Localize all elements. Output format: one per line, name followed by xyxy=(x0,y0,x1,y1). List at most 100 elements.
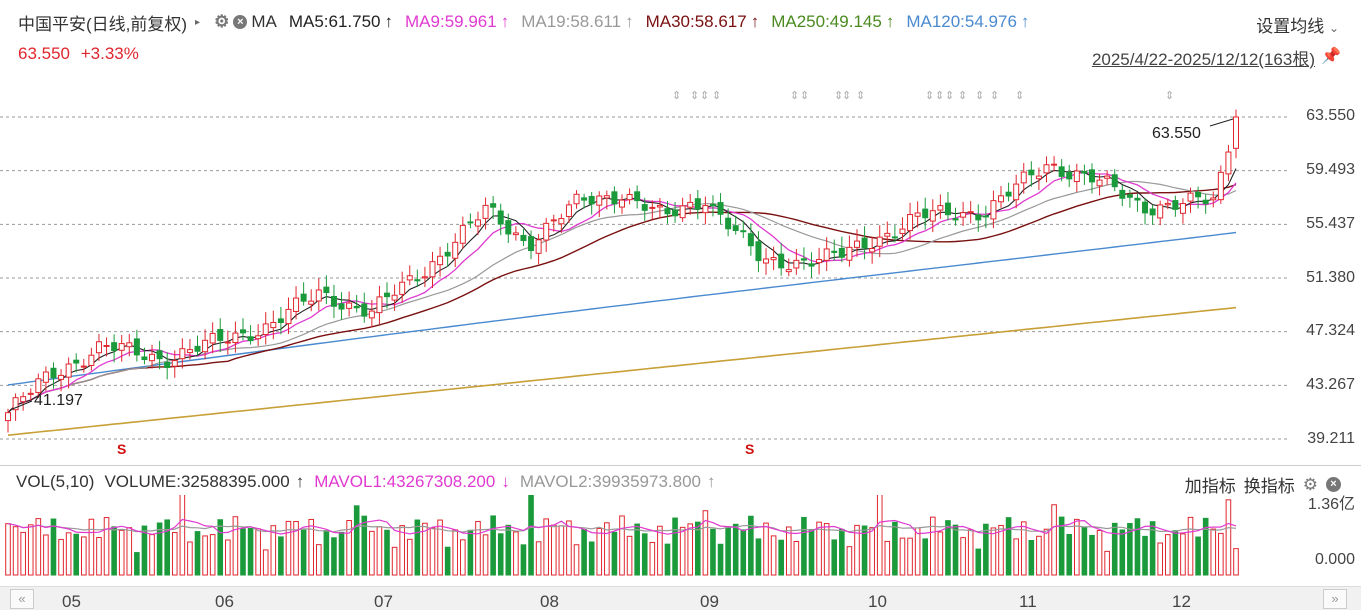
volume-axis-top: 1.36亿 xyxy=(1307,496,1355,513)
candle-body xyxy=(823,248,830,261)
volume-value: VOLUME:32588395.000 xyxy=(104,472,290,491)
up-arrow-icon: ↑ xyxy=(885,12,895,31)
volume-bar xyxy=(899,537,906,576)
volume-bar xyxy=(452,529,459,576)
candle-body xyxy=(740,230,747,233)
candle-body xyxy=(27,392,34,395)
set-ma-button[interactable]: 设置均线 ⌄ xyxy=(1256,12,1339,37)
volume-bar xyxy=(634,523,640,576)
candle-body xyxy=(558,218,565,225)
volume-axis-bottom: 0.000 xyxy=(1314,551,1355,568)
candle-body xyxy=(414,279,421,282)
candle-body xyxy=(672,209,679,217)
low-pointer xyxy=(9,400,33,411)
add-indicator-button[interactable]: 加指标 xyxy=(1184,477,1236,496)
candle-body xyxy=(907,214,914,232)
pin-icon[interactable]: 📌 xyxy=(1321,48,1341,65)
caret-right-icon[interactable]: ▸ xyxy=(195,16,201,28)
volume-bar xyxy=(611,531,618,576)
volume-bar xyxy=(118,529,125,576)
up-arrow-icon: ↑ xyxy=(384,12,394,31)
candle-body xyxy=(149,353,156,362)
volume-bar xyxy=(225,539,231,576)
candle-body xyxy=(95,341,102,354)
gear-icon[interactable]: ⚙ xyxy=(1302,474,1318,494)
candle-body xyxy=(232,332,239,344)
candle-body xyxy=(800,258,807,261)
candle-body xyxy=(1013,183,1020,201)
scroll-left-button[interactable]: « xyxy=(10,589,34,609)
event-marker: ⇕ xyxy=(1165,90,1174,102)
candle-body xyxy=(998,195,1005,203)
volume-bar xyxy=(907,537,913,576)
high-label: 63.550 xyxy=(1152,125,1201,142)
volume-bar xyxy=(717,543,724,576)
volume-bar xyxy=(308,518,315,576)
candle-body xyxy=(1119,189,1126,199)
candle-body xyxy=(459,224,466,244)
volume-bar xyxy=(831,539,838,576)
candle-body xyxy=(550,219,557,222)
gear-icon[interactable]: ⚙ xyxy=(214,12,230,31)
volume-bar xyxy=(641,533,648,576)
candle-body xyxy=(505,220,512,235)
candle-body xyxy=(88,354,95,366)
candle-body xyxy=(1073,170,1080,183)
candle-body xyxy=(58,374,65,380)
candle-body xyxy=(239,329,246,334)
scroll-right-button[interactable]: » xyxy=(1323,589,1347,609)
candle-body xyxy=(50,367,57,379)
candle-body xyxy=(1195,191,1202,198)
candle-body xyxy=(164,361,171,369)
volume-bar xyxy=(475,521,481,576)
candle-body xyxy=(300,293,307,302)
volume-bar xyxy=(679,526,686,576)
volume-bar xyxy=(785,526,792,576)
candle-body xyxy=(35,378,42,393)
event-marker: ⇕ xyxy=(990,90,999,102)
volume-bar xyxy=(702,510,709,576)
volume-bar xyxy=(482,534,489,576)
close-icon[interactable]: × xyxy=(1326,477,1341,492)
volume-bar xyxy=(528,495,534,576)
volume-bar xyxy=(1180,533,1186,576)
volume-bar xyxy=(422,522,428,576)
volume-bar xyxy=(1036,535,1042,576)
volume-bar xyxy=(1218,532,1224,576)
volume-chart[interactable] xyxy=(0,495,1290,585)
candle-body xyxy=(687,201,694,208)
volume-bar xyxy=(543,518,549,576)
volume-bar xyxy=(346,520,352,576)
volume-bar xyxy=(414,519,421,576)
chevron-down-icon: ⌄ xyxy=(1328,21,1339,35)
candle-body xyxy=(831,250,838,253)
volume-bar xyxy=(1172,530,1179,576)
switch-indicator-button[interactable]: 换指标 xyxy=(1243,477,1295,496)
volume-bar xyxy=(460,539,466,576)
volume-bar xyxy=(535,541,542,576)
candle-body xyxy=(467,221,474,224)
volume-bar xyxy=(695,521,701,576)
candle-body xyxy=(1020,171,1027,184)
candle-body xyxy=(1126,194,1133,198)
volume-bar xyxy=(65,532,72,576)
volume-bar xyxy=(247,527,254,576)
down-arrow-icon: ↓ xyxy=(501,472,510,491)
volume-bar xyxy=(179,495,186,576)
volume-bar xyxy=(975,548,982,576)
time-scrollbar[interactable]: « » xyxy=(0,586,1361,610)
volume-bar xyxy=(164,519,170,576)
candle-body xyxy=(391,294,398,301)
date-range[interactable]: 2025/4/22-2025/12/12(163根) xyxy=(1091,50,1315,69)
last-price: 63.550 xyxy=(18,44,70,63)
close-icon[interactable]: × xyxy=(233,15,248,29)
up-arrow-icon: ↑ xyxy=(750,12,760,31)
candle-body xyxy=(1142,201,1149,214)
stock-name[interactable]: 中国平安(日线,前复权) xyxy=(18,14,188,34)
candle-body xyxy=(565,204,572,217)
ma9-value: MA9:59.961 xyxy=(405,12,497,31)
price-line: 63.550 +3.33% xyxy=(18,44,139,64)
ma5-value: MA5:61.750 xyxy=(288,12,381,31)
candle-body xyxy=(368,310,375,319)
